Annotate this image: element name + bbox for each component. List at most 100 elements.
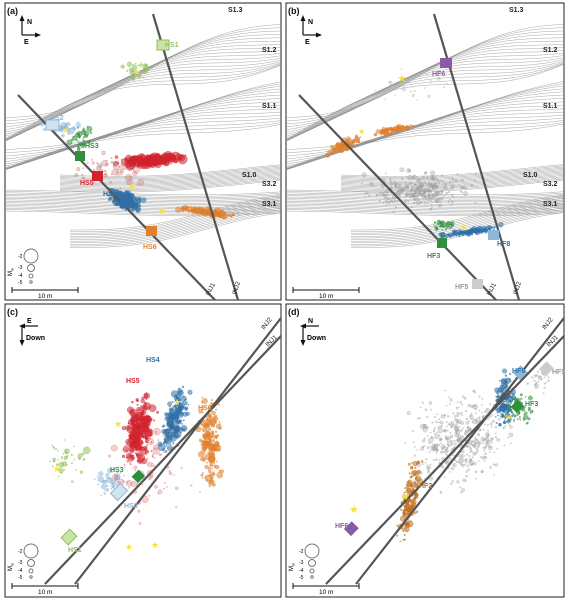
seismic-event xyxy=(403,186,406,189)
seismic-event xyxy=(461,403,463,406)
seismic-event xyxy=(146,407,148,410)
seismic-event xyxy=(409,194,413,199)
seismic-event xyxy=(411,513,414,516)
seismic-event xyxy=(437,220,440,222)
seismic-event xyxy=(477,445,480,447)
seismic-event xyxy=(402,496,404,498)
seismic-event xyxy=(403,534,406,537)
seismic-event xyxy=(206,430,209,432)
seismic-event xyxy=(75,121,81,127)
seismic-event xyxy=(384,172,387,175)
seismic-event xyxy=(404,194,408,197)
structure-label: S1.2 xyxy=(543,47,558,54)
seismic-event xyxy=(215,408,218,411)
seismic-event xyxy=(445,461,449,465)
seismic-event xyxy=(138,522,142,525)
seismic-event xyxy=(495,395,498,398)
seismic-event xyxy=(177,405,183,411)
seismic-event xyxy=(389,182,393,186)
seismic-event xyxy=(476,228,479,230)
seismic-event xyxy=(396,534,399,537)
seismic-event xyxy=(456,480,460,484)
panel-b: ★ ★ ★ S1.3 S1.2 S1.1 S1.0 S3.2 S3.1 HF6 … xyxy=(285,2,565,301)
seismic-event xyxy=(392,211,395,214)
seismic-event xyxy=(402,530,405,533)
seismic-event xyxy=(462,234,465,237)
seismic-event xyxy=(202,472,204,474)
fault-surface-line xyxy=(70,203,281,239)
stage-label-hf5: HF5 xyxy=(455,284,468,291)
seismic-event xyxy=(127,422,130,425)
seismic-event xyxy=(218,215,220,217)
seismic-event xyxy=(461,414,463,417)
seismic-event xyxy=(445,421,448,423)
seismic-event xyxy=(116,168,124,176)
seismic-event xyxy=(190,484,193,487)
seismic-event xyxy=(60,457,63,460)
seismic-event xyxy=(134,413,136,416)
fault-surface-line xyxy=(70,195,281,231)
mag-tick: -5 xyxy=(18,575,23,581)
seismic-event xyxy=(141,406,146,411)
seismic-event xyxy=(411,206,413,209)
seismic-event xyxy=(503,387,506,390)
seismic-event xyxy=(218,421,221,423)
seismic-event xyxy=(405,522,409,526)
seismic-event xyxy=(460,491,463,494)
seismic-event xyxy=(516,418,519,420)
seismic-event xyxy=(57,449,59,452)
seismic-event xyxy=(467,468,470,472)
seismic-event xyxy=(76,167,81,172)
compass-c: E Down xyxy=(19,318,45,346)
seismic-event xyxy=(86,126,93,132)
structure-label: S3.2 xyxy=(543,181,558,188)
fault-surface-line xyxy=(286,63,564,141)
seismic-event xyxy=(458,184,461,186)
seismic-event xyxy=(211,443,216,448)
seismic-event xyxy=(146,461,152,467)
seismic-event xyxy=(122,163,125,166)
seismic-event xyxy=(417,198,420,200)
seismic-event xyxy=(152,453,155,455)
seismic-event xyxy=(214,208,217,212)
seismic-event xyxy=(131,69,135,73)
seismic-event xyxy=(377,194,379,196)
seismic-event xyxy=(422,195,425,198)
seismic-event xyxy=(543,382,546,385)
seismic-event xyxy=(446,82,448,85)
seismic-event xyxy=(135,207,141,213)
seismic-event xyxy=(421,401,424,404)
seismic-event xyxy=(521,407,526,412)
seismic-event xyxy=(435,420,438,424)
seismic-event xyxy=(140,62,142,64)
seismic-event xyxy=(394,129,397,132)
seismic-event xyxy=(416,417,419,420)
seismic-event xyxy=(398,186,403,191)
stage-label-hf6: HF6 xyxy=(335,523,348,530)
fault-surface-line xyxy=(286,59,564,142)
seismic-event xyxy=(78,142,83,146)
stage-label-hf8: HF8 xyxy=(512,368,525,375)
seismic-event xyxy=(213,436,217,439)
panel-d: ★ ★ ★ HF8 HF5 HF3 HF2 HF6 INJ2 INJ1 (d) … xyxy=(285,303,565,598)
seismic-event xyxy=(130,481,137,487)
star-icon: ★ xyxy=(133,67,141,77)
mag-tick: -4 xyxy=(18,273,23,279)
seismic-event xyxy=(456,411,460,415)
seismic-event xyxy=(78,137,81,139)
seismic-event xyxy=(133,465,138,470)
seismic-event xyxy=(476,417,481,422)
seismic-event xyxy=(209,453,211,456)
seismic-event xyxy=(469,447,472,451)
seismic-event xyxy=(404,538,406,541)
seismic-event xyxy=(143,446,146,449)
seismic-event xyxy=(480,436,486,441)
packer-hs4-a xyxy=(120,198,131,208)
seismic-event xyxy=(89,131,92,134)
seismic-event xyxy=(451,425,454,428)
seismic-event xyxy=(519,393,523,397)
seismic-event xyxy=(103,492,106,495)
seismic-event xyxy=(438,203,442,208)
seismic-event xyxy=(411,462,413,464)
seismic-event xyxy=(94,478,96,481)
